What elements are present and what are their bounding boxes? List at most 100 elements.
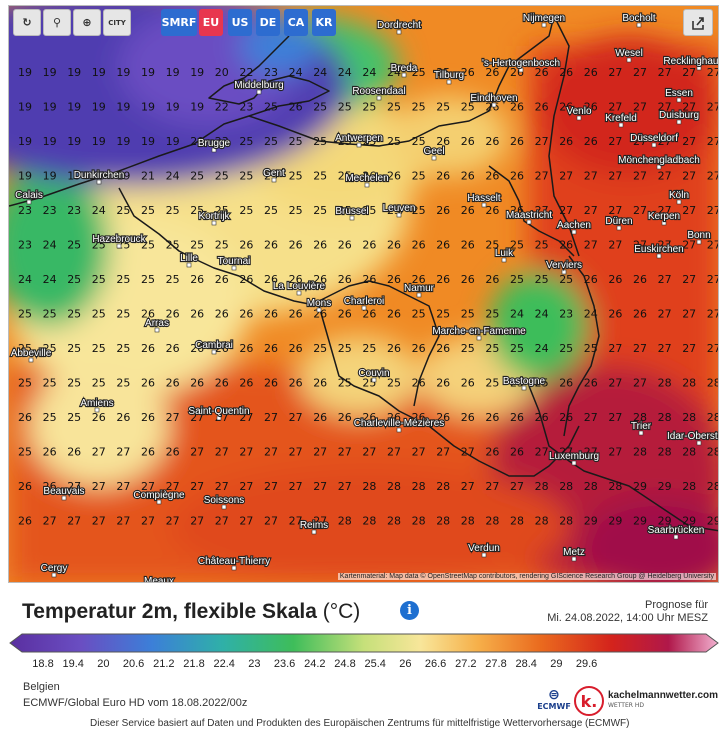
city-label: Aachen [556,219,592,235]
city-name: Recklinghausen [663,56,719,67]
temperature-value: 26 [387,239,401,252]
temperature-value: 26 [608,308,622,321]
temperature-value: 25 [18,377,32,390]
temperature-value: 27 [658,239,672,252]
temperature-value: 25 [412,101,426,114]
temperature-value: 25 [18,308,32,321]
temperature-value: 27 [608,446,622,459]
temperature-value: 23 [18,239,32,252]
temperature-value: 24 [166,170,180,183]
city-name: Maastricht [506,210,552,221]
temperature-value: 29 [633,515,647,528]
brand-name[interactable]: kachelmannwetter.com [608,690,719,701]
temperature-value: 25 [412,308,426,321]
region-button-de[interactable]: DE [256,9,280,36]
weather-map[interactable]: 19 19 19 19 19 19 19 19 20 22 23 24 24 24 24 24 25 25 26 26… [8,5,719,583]
temperature-value: 28 [510,515,524,528]
region-button-eu[interactable]: EU [199,9,223,36]
temperature-value: 25 [116,342,130,355]
region-button-kr[interactable]: KR [312,9,336,36]
temperature-value: 28 [658,411,672,424]
temperature-value: 25 [116,308,130,321]
city-name: 's-Hertogenbosch [482,58,560,69]
temperature-value: 26 [485,446,499,459]
temperature-value: 27 [43,515,57,528]
temperature-value: 26 [239,239,253,252]
city-label: Hazebrouck [91,233,148,249]
kachelmann-logo[interactable]: k. [574,686,604,716]
city-label: Metz [562,546,586,562]
temperature-value: 27 [633,66,647,79]
temperature-value: 26 [215,308,229,321]
temperature-value: 27 [608,204,622,217]
temperature-value: 26 [239,342,253,355]
temperature-value: 26 [264,273,278,286]
temperature-value: 25 [338,101,352,114]
temperature-value: 28 [338,515,352,528]
temperature-value: 24 [43,239,57,252]
temperature-value: 26 [485,135,499,148]
temperature-value: 25 [43,411,57,424]
city-label: Leuven [381,202,417,218]
scale-tick-label: 28.4 [515,658,537,670]
temperature-value: 25 [264,101,278,114]
city-label: Verviers [545,259,583,275]
temperature-value: 27 [67,515,81,528]
temperature-value: 27 [633,170,647,183]
temperature-value: 26 [412,342,426,355]
temperature-value: 25 [436,308,450,321]
city-marker [26,199,32,205]
temperature-value: 26 [190,273,204,286]
city-marker [396,427,402,433]
temperature-value: 27 [707,342,719,355]
temperature-value: 26 [239,377,253,390]
temperature-value: 28 [633,446,647,459]
temperature-value: 26 [535,411,549,424]
region-button-smrf[interactable]: SMRF [161,9,197,36]
temperature-value: 27 [141,515,155,528]
temperature-value: 26 [485,204,499,217]
info-icon[interactable]: i [400,601,419,620]
refresh-button[interactable]: ↻ [13,9,41,36]
temperature-value: 27 [166,411,180,424]
temperature-value: 19 [166,135,180,148]
temperature-value: 23 [264,66,278,79]
temperature-value: 27 [510,480,524,493]
city-marker [446,79,452,85]
share-button[interactable] [683,9,713,36]
city-marker [676,199,682,205]
region-button-us[interactable]: US [228,9,252,36]
temperature-value: 19 [18,170,32,183]
location-button[interactable]: ⚲ [43,9,71,36]
city-label: Couvin [357,367,391,383]
temperature-value: 28 [535,515,549,528]
city-name: Roosendaal [352,86,405,97]
city-label: Bastogne [502,375,547,391]
region-button-ca[interactable]: CA [284,9,308,36]
temperature-value: 26 [559,66,573,79]
temperature-value: 26 [559,135,573,148]
temperature-value: 26 [412,411,426,424]
temperature-value: 26 [362,273,376,286]
temperature-value: 27 [313,515,327,528]
scale-tick-label: 21.8 [183,658,205,670]
temperature-value: 24 [338,66,352,79]
temperature-value: 27 [608,342,622,355]
zoom-button[interactable]: ⊕ [73,9,101,36]
city-name: Kortrijk [198,211,230,222]
temperature-value: 27 [215,480,229,493]
temperature-value: 25 [362,204,376,217]
city-toggle-button[interactable]: CITY [103,9,131,36]
temperature-value: 26 [387,342,401,355]
temperature-value: 25 [141,273,155,286]
temperature-value: 21 [141,170,155,183]
scale-tick-label: 22.4 [213,658,235,670]
temperature-value: 26 [387,170,401,183]
city-label: Antwerpen [334,132,384,148]
city-label: Amiens [79,397,115,413]
temperature-value: 19 [141,101,155,114]
city-marker [481,552,487,558]
temperature-value: 25 [67,273,81,286]
temperature-value: 26 [289,377,303,390]
temperature-value: 26 [559,411,573,424]
